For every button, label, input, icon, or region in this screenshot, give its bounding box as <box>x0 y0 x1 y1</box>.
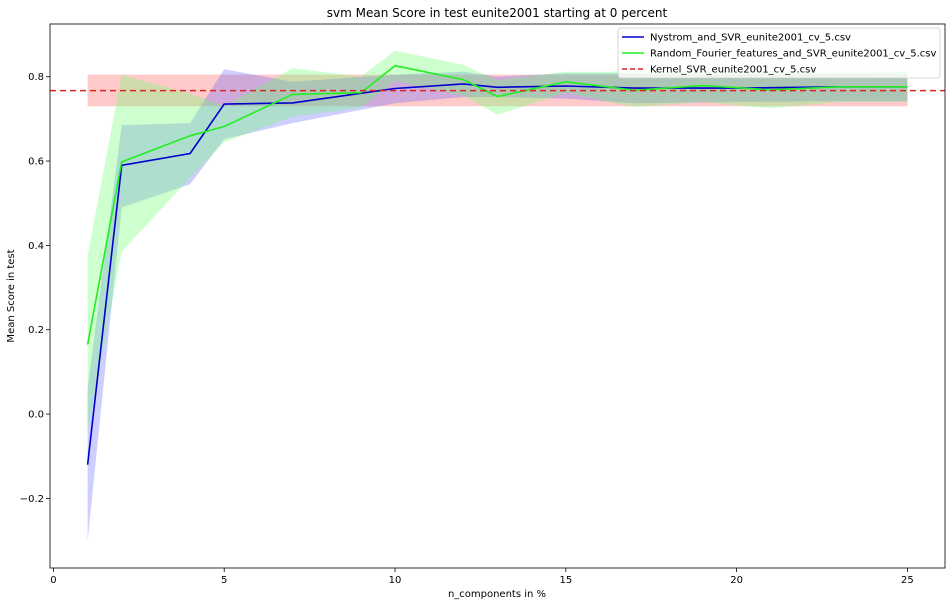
confidence-bands <box>87 50 908 541</box>
y-tick-label: 0.0 <box>28 410 44 421</box>
x-tick-label: 5 <box>221 575 227 586</box>
legend: Nystrom_and_SVR_eunite2001_cv_5.csv Rando… <box>617 27 941 79</box>
y-tick-label: 0.8 <box>28 72 44 83</box>
legend-label-nystrom-and-svr-eunite2001-cv-5-csv: Nystrom_and_SVR_eunite2001_cv_5.csv <box>650 33 851 44</box>
x-axis-ticks: 0 5 10 15 20 25 <box>50 568 914 586</box>
legend-label-kernel-svr-eunite2001-cv-5-csv: Kernel_SVR_eunite2001_cv_5.csv <box>650 65 816 76</box>
y-axis-label: Mean Score in test <box>6 249 17 342</box>
x-tick-label: 20 <box>730 575 743 586</box>
y-axis-ticks: −0.2 0.0 0.2 0.4 0.6 0.8 <box>20 72 50 505</box>
x-tick-label: 10 <box>389 575 402 586</box>
band-kernel-svr-eunite2001-cv-5-csv <box>87 74 908 107</box>
chart-title: svm Mean Score in test eunite2001 starti… <box>327 6 668 20</box>
plot-frame <box>49 23 946 569</box>
y-tick-label: 0.6 <box>28 157 44 168</box>
y-tick-label: −0.2 <box>20 494 44 505</box>
y-tick-label: 0.2 <box>28 325 44 336</box>
legend-label-random-fourier-features-and-svr-eunite2001-cv-5-csv: Random_Fourier_features_and_SVR_eunite20… <box>650 49 936 60</box>
x-tick-label: 0 <box>50 575 56 586</box>
legend-box <box>617 27 941 79</box>
y-tick-label: 0.4 <box>28 241 44 252</box>
series-lines <box>50 64 945 465</box>
x-axis-label: n_components in % <box>448 589 546 600</box>
x-tick-label: 25 <box>901 575 914 586</box>
band-random-fourier-features-and-svr-eunite2001-cv-5-csv <box>87 50 908 431</box>
series-line-random-fourier-features-and-svr-eunite2001-cv-5-csv <box>86 64 908 345</box>
x-tick-label: 15 <box>559 575 572 586</box>
